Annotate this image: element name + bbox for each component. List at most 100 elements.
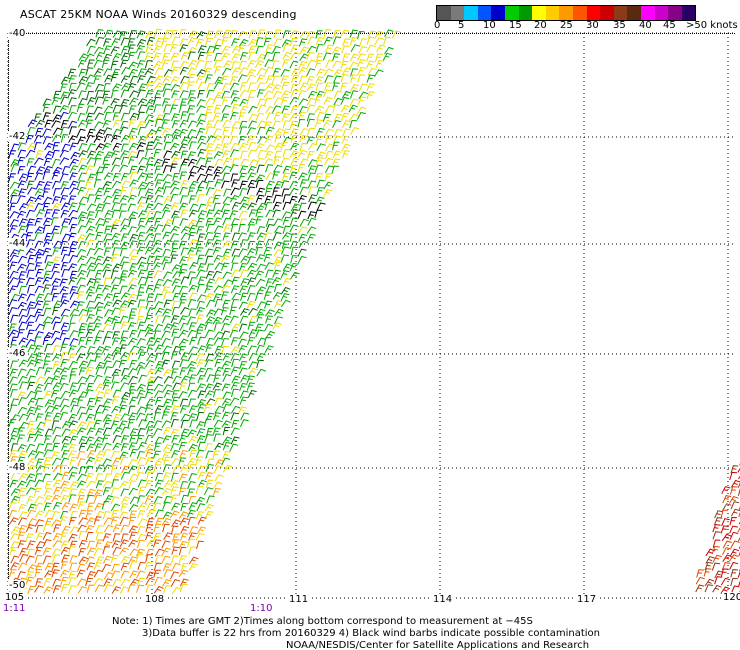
wind-barb [342, 38, 351, 47]
wind-barb [374, 37, 384, 46]
wind-barb [154, 114, 165, 122]
wind-barb [180, 352, 190, 361]
wind-barb [153, 270, 163, 279]
wind-barb [230, 90, 239, 99]
wind-barb [188, 224, 198, 233]
wind-barb [27, 142, 37, 150]
wind-barb [171, 278, 181, 287]
wind-barb [257, 136, 267, 144]
wind-barb [229, 135, 238, 144]
wind-barb [8, 173, 16, 182]
wind-barb [33, 142, 42, 151]
wind-barb [110, 503, 121, 512]
wind-barb [273, 241, 284, 250]
wind-barb [230, 412, 239, 421]
wind-barb [59, 516, 68, 525]
wind-barb [154, 90, 163, 99]
wind-barb [163, 29, 173, 38]
wind-barb [332, 135, 342, 144]
wind-barb [256, 120, 267, 129]
wind-barb [222, 426, 231, 436]
wind-barb [205, 239, 214, 248]
wind-barb [178, 546, 187, 556]
wind-barb [27, 457, 37, 466]
wind-barb [282, 136, 292, 145]
wind-barb [59, 278, 68, 287]
wind-barb [179, 38, 188, 47]
wind-barb [18, 218, 28, 227]
wind-barb [195, 486, 204, 495]
wind-barb [307, 211, 316, 220]
wind-barb [247, 59, 257, 68]
wind-barb [129, 561, 138, 570]
wind-barb [205, 463, 215, 472]
wind-barb [69, 368, 78, 377]
wind-barb [274, 134, 282, 143]
wind-barb [179, 263, 188, 272]
wind-barb [52, 306, 60, 316]
wind-barb [136, 315, 144, 325]
wind-barb [231, 232, 240, 241]
wind-barb [188, 502, 198, 511]
wind-barb [112, 457, 122, 466]
wind-barb [180, 413, 190, 422]
wind-barb [220, 254, 231, 263]
wind-barb [10, 541, 20, 550]
wind-barb [119, 300, 130, 308]
wind-barb [273, 256, 283, 265]
wind-barb [110, 224, 119, 233]
wind-barb [366, 83, 375, 92]
wind-barb [52, 127, 63, 136]
wind-barb [178, 143, 188, 152]
wind-barb [110, 516, 119, 525]
wind-barb [93, 562, 102, 571]
wind-barb [212, 487, 221, 497]
wind-barb [240, 239, 249, 248]
wind-barb [153, 158, 163, 167]
wind-barb [162, 278, 173, 287]
wind-barb [144, 314, 153, 323]
wind-barb [27, 119, 38, 128]
wind-barb [93, 374, 103, 383]
wind-barb [8, 299, 18, 308]
wind-barb [163, 456, 171, 466]
wind-barb [315, 90, 325, 99]
wind-barb [323, 89, 332, 98]
wind-barb [350, 90, 359, 99]
wind-barb [78, 149, 89, 158]
wind-barb [162, 435, 172, 444]
wind-barb [68, 585, 77, 594]
wind-barb [255, 143, 265, 151]
wind-barb [189, 165, 199, 174]
map-plot-area [8, 33, 735, 599]
wind-barb [240, 150, 248, 160]
wind-barb [154, 194, 164, 203]
wind-barb [273, 156, 281, 165]
wind-barb [316, 52, 324, 62]
wind-barb [391, 30, 401, 39]
wind-barb [197, 113, 207, 122]
wind-barb [69, 503, 79, 512]
wind-barb [238, 44, 247, 53]
wind-barb [146, 426, 154, 435]
wind-barb [230, 218, 240, 227]
wind-barb [221, 104, 231, 113]
wind-barb [340, 96, 350, 105]
wind-barb [333, 97, 343, 106]
wind-barb [95, 464, 105, 473]
wind-barb [358, 91, 369, 99]
wind-barb [77, 488, 87, 497]
wind-barb [60, 404, 70, 413]
wind-barb [128, 367, 138, 376]
wind-barb [138, 502, 148, 510]
wind-barb [306, 127, 316, 136]
wind-barb [180, 464, 190, 473]
scale-label: 45 [663, 20, 676, 31]
wind-barb [205, 255, 213, 265]
wind-barb [237, 338, 247, 347]
wind-barb [119, 224, 130, 233]
wind-barb [9, 270, 19, 279]
scale-label: 15 [509, 20, 522, 31]
wind-barb [53, 472, 63, 481]
wind-barb [137, 196, 147, 205]
